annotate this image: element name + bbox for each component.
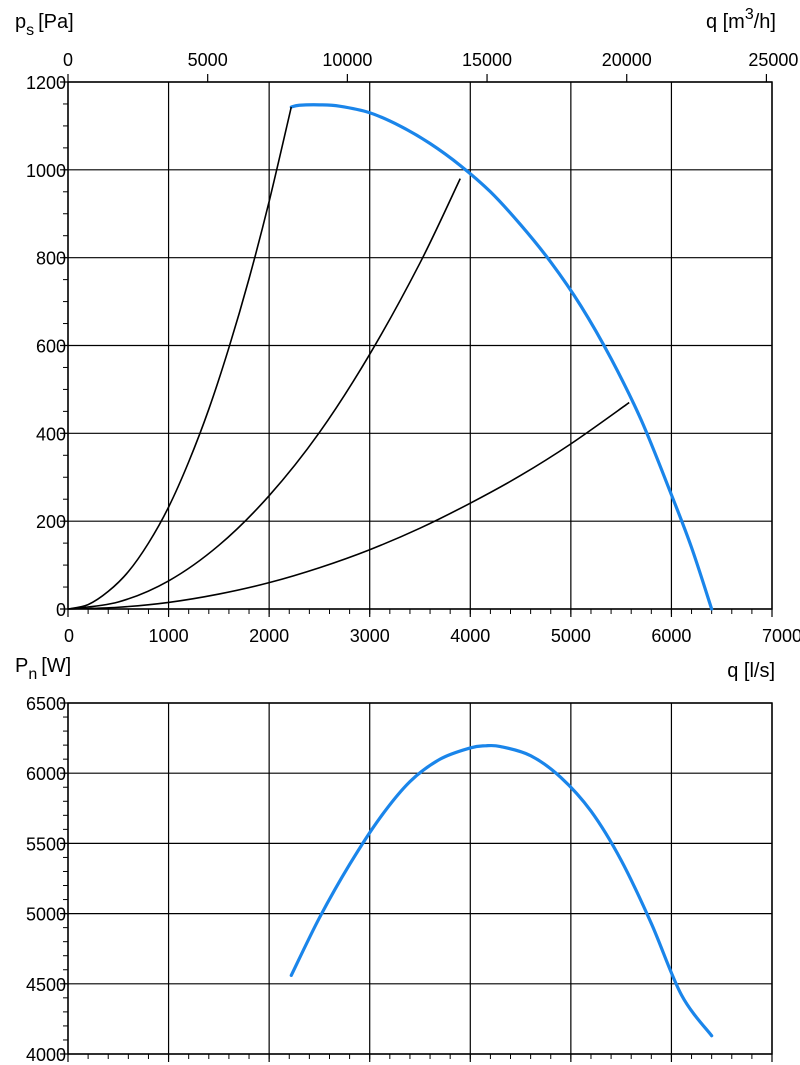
y-tick-label: 1200: [26, 73, 66, 93]
x-tick-label: 5000: [551, 626, 591, 646]
y-tick-label: 6500: [26, 694, 66, 714]
plot-frame: [67, 702, 773, 1055]
plot-frame: [67, 81, 773, 610]
secondary-x-tick-label: 15000: [462, 50, 512, 70]
secondary-x-tick-label: 10000: [322, 50, 372, 70]
y-tick-label: 0: [56, 600, 66, 620]
secondary-x-tick-label: 20000: [602, 50, 652, 70]
secondary-x-tick-label: 0: [63, 50, 73, 70]
x-tick-label: 4000: [450, 626, 490, 646]
y-tick-label: 5000: [26, 905, 66, 925]
secondary-x-label-prefix: q [m: [706, 11, 745, 33]
y-tick-label: 400: [36, 424, 66, 444]
fan-curve-line: [289, 103, 714, 611]
x-tick-label: 2000: [249, 626, 289, 646]
secondary-x-label-suffix: /h]: [754, 11, 776, 33]
y-tick-label: 800: [36, 249, 66, 269]
x-axis-label: q [l/s]: [727, 660, 775, 682]
secondary-x-label-superscript: 3: [745, 6, 754, 23]
y-tick-label: 4500: [26, 975, 66, 995]
x-tick-label: 3000: [350, 626, 390, 646]
x-tick-label: 7000: [762, 626, 800, 646]
x-tick-label: 6000: [651, 626, 691, 646]
pressure-chart: 0 200 400 600 800 1000 1200 0 1000 2000 3000 4000 50…: [15, 6, 800, 682]
y-axis-subscript: s: [26, 22, 34, 39]
y-axis-symbol: p: [15, 11, 26, 33]
y-axis-label: ps [Pa]: [15, 11, 74, 39]
y-tick-label: 4000: [26, 1045, 66, 1065]
y-axis-unit: [Pa]: [38, 11, 74, 33]
power-curve-line: [289, 743, 714, 1038]
system-curve-line: [67, 401, 630, 610]
y-tick-label: 200: [36, 512, 66, 532]
secondary-x-axis-label: q [m3/h]: [706, 6, 776, 33]
system-curve-line: [67, 178, 461, 610]
power-y-axis-subscript: n: [28, 666, 37, 683]
power-y-axis-symbol: P: [15, 655, 28, 677]
y-tick-label: 1000: [26, 161, 66, 181]
x-tick-label: 1000: [149, 626, 189, 646]
x-tick-label: 0: [64, 626, 74, 646]
power-y-axis-label: Pn [W]: [15, 655, 71, 683]
power-y-axis-unit: [W]: [41, 655, 71, 677]
system-curve-line: [67, 106, 293, 610]
secondary-x-tick-label: 25000: [748, 50, 798, 70]
power-chart: 4000 4500 5000 5500 6000 6500 Pn [W]: [15, 655, 773, 1065]
y-tick-label: 5500: [26, 834, 66, 854]
y-tick-label: 6000: [26, 764, 66, 784]
secondary-x-tick-label: 5000: [188, 50, 228, 70]
y-tick-label: 600: [36, 337, 66, 357]
